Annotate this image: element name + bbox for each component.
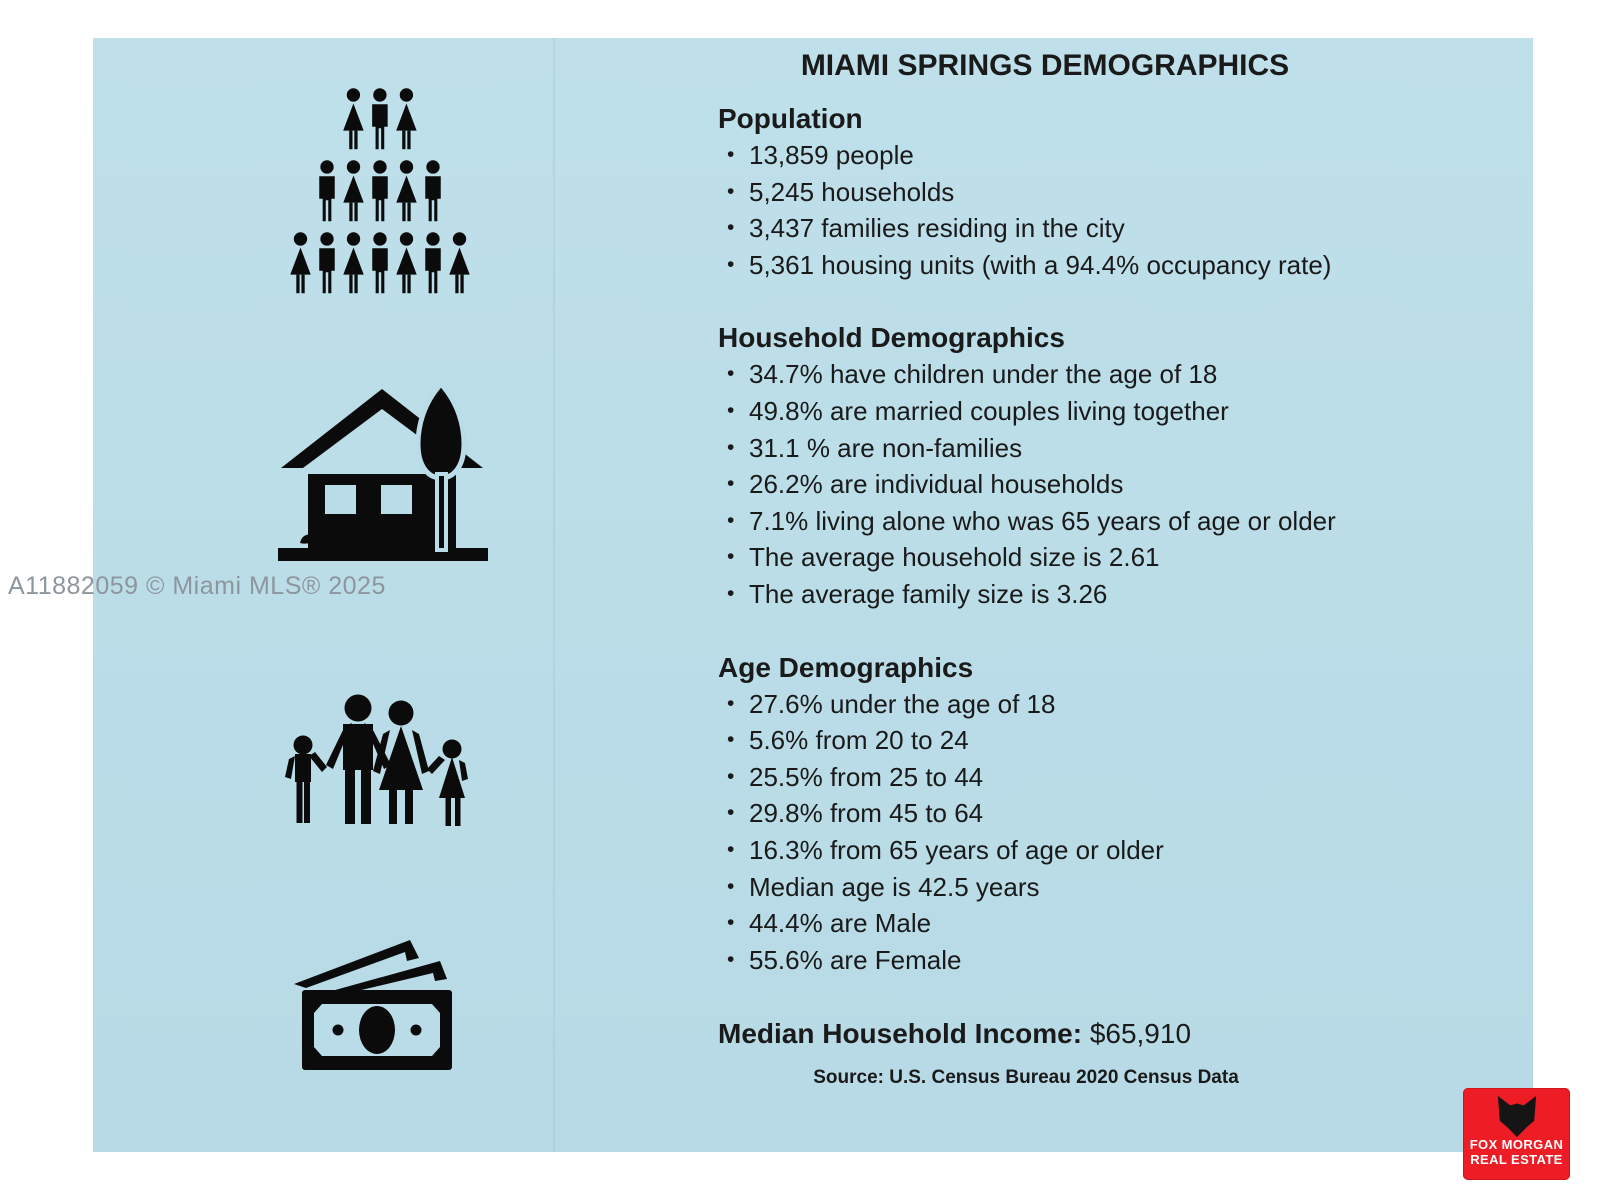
median-income-value: $65,910 — [1089, 1018, 1192, 1050]
list-item-text: 49.8% are married couples living togethe… — [749, 395, 1229, 426]
list-item: • 27.6% under the age of 18 — [718, 686, 1442, 723]
bullet-marker: • — [727, 472, 735, 496]
list-item: • 34.7% have children under the age of 18 — [718, 356, 1442, 393]
list-item: • 16.3% from 65 years of age or older — [718, 832, 1442, 869]
column-divider — [553, 38, 555, 1152]
list-item: • 26.2% are individual households — [718, 466, 1442, 503]
population-list: • 13,859 people • 5,245 households • 3,437 … — [718, 137, 1442, 283]
list-item-text: The average household size is 2.61 — [749, 542, 1160, 573]
bullet-marker: • — [727, 545, 735, 569]
section-heading-household: Household Demographics — [718, 322, 1065, 354]
fox-morgan-logo: FOX MORGAN REAL ESTATE — [1463, 1088, 1570, 1180]
bullet-marker: • — [727, 874, 735, 898]
money-icon — [294, 940, 452, 1070]
list-item-text: 25.5% from 25 to 44 — [749, 761, 984, 792]
population-crowd-icon — [290, 88, 470, 294]
list-item-text: 13,859 people — [749, 140, 914, 170]
logo-line-1: FOX MORGAN — [1469, 1137, 1564, 1152]
bullet-marker: • — [727, 216, 735, 240]
list-item: • 49.8% are married couples living togeth… — [718, 393, 1442, 430]
list-item-text: 3,437 families residing in the city — [749, 213, 1125, 244]
list-item-text: 5,361 housing units (with a 94.4% occupa… — [749, 249, 1332, 280]
bullet-marker: • — [727, 837, 735, 861]
median-income-label: Median Household Income: — [718, 1018, 1083, 1050]
list-item-text: 27.6% under the age of 18 — [749, 688, 1056, 719]
list-item-text: Median age is 42.5 years — [749, 871, 1040, 902]
bullet-marker: • — [727, 691, 735, 715]
bullet-marker: • — [727, 764, 735, 788]
demographics-text-column: MIAMI SPRINGS DEMOGRAPHICS Population • 1… — [718, 46, 1442, 1090]
mls-watermark: A11882059 © Miami MLS® 2025 — [8, 572, 386, 600]
list-item: • 5.6% from 20 to 24 — [718, 722, 1442, 759]
list-item-text: 7.1% living alone who was 65 years of ag… — [749, 505, 1336, 536]
bullet-marker: • — [727, 911, 735, 935]
family-icon — [285, 694, 468, 826]
list-item-text: The average family size is 3.26 — [749, 578, 1108, 609]
fox-logo-icon — [1497, 1095, 1536, 1137]
house-icon — [278, 382, 488, 561]
bullet-marker: • — [727, 801, 735, 825]
list-item-text: 31.1 % are non-families — [749, 432, 1023, 463]
list-item-text: 34.7% have children under the age of 18 — [749, 359, 1218, 390]
list-item: • 29.8% from 45 to 64 — [718, 795, 1442, 832]
bullet-marker: • — [727, 435, 735, 459]
list-item-text: 16.3% from 65 years of age or older — [749, 834, 1164, 865]
bullet-marker: • — [727, 143, 735, 166]
list-item-text: 26.2% are individual households — [749, 469, 1124, 500]
bullet-marker: • — [727, 508, 735, 532]
list-item-text: 5.6% from 20 to 24 — [749, 725, 969, 756]
age-list: • 27.6% under the age of 18 • 5.6% from 20… — [718, 686, 1442, 979]
list-item: • Median age is 42.5 years — [718, 869, 1442, 906]
list-item: • 25.5% from 25 to 44 — [718, 759, 1442, 796]
source-citation: Source: U.S. Census Bureau 2020 Census D… — [813, 1067, 1239, 1089]
median-income-line: Median Household Income: $65,910 — [718, 1014, 1442, 1054]
list-item: • 55.6% are Female — [718, 942, 1442, 979]
list-item: • The average family size is 3.26 — [718, 576, 1442, 613]
bullet-marker: • — [727, 398, 735, 422]
bullet-marker: • — [727, 179, 735, 203]
bullet-marker: • — [727, 728, 735, 752]
demographics-panel: MIAMI SPRINGS DEMOGRAPHICS Population • 1… — [93, 38, 1533, 1152]
list-item: • 44.4% are Male — [718, 905, 1442, 942]
page-title: MIAMI SPRINGS DEMOGRAPHICS — [800, 49, 1290, 82]
household-list: • 34.7% have children under the age of 18… — [718, 356, 1442, 612]
bullet-marker: • — [727, 252, 735, 276]
section-heading-population: Population — [718, 103, 863, 134]
list-item: • 7.1% living alone who was 65 years of a… — [718, 503, 1442, 540]
list-item: • 5,245 households — [718, 174, 1442, 211]
list-item: • 13,859 people — [718, 137, 1442, 174]
bullet-marker: • — [727, 581, 735, 605]
list-item: • 5,361 housing units (with a 94.4% occup… — [718, 247, 1442, 284]
list-item: • 3,437 families residing in the city — [718, 210, 1442, 247]
list-item-text: 5,245 households — [749, 176, 955, 207]
list-item-text: 55.6% are Female — [749, 944, 962, 975]
list-item: • The average household size is 2.61 — [718, 539, 1442, 576]
list-item-text: 29.8% from 45 to 64 — [749, 798, 984, 829]
list-item: • 31.1 % are non-families — [718, 430, 1442, 467]
list-item-text: 44.4% are Male — [749, 908, 932, 939]
section-heading-age: Age Demographics — [718, 651, 974, 683]
bullet-marker: • — [727, 947, 735, 971]
logo-line-2: REAL ESTATE — [1470, 1152, 1563, 1167]
bullet-marker: • — [727, 362, 735, 386]
